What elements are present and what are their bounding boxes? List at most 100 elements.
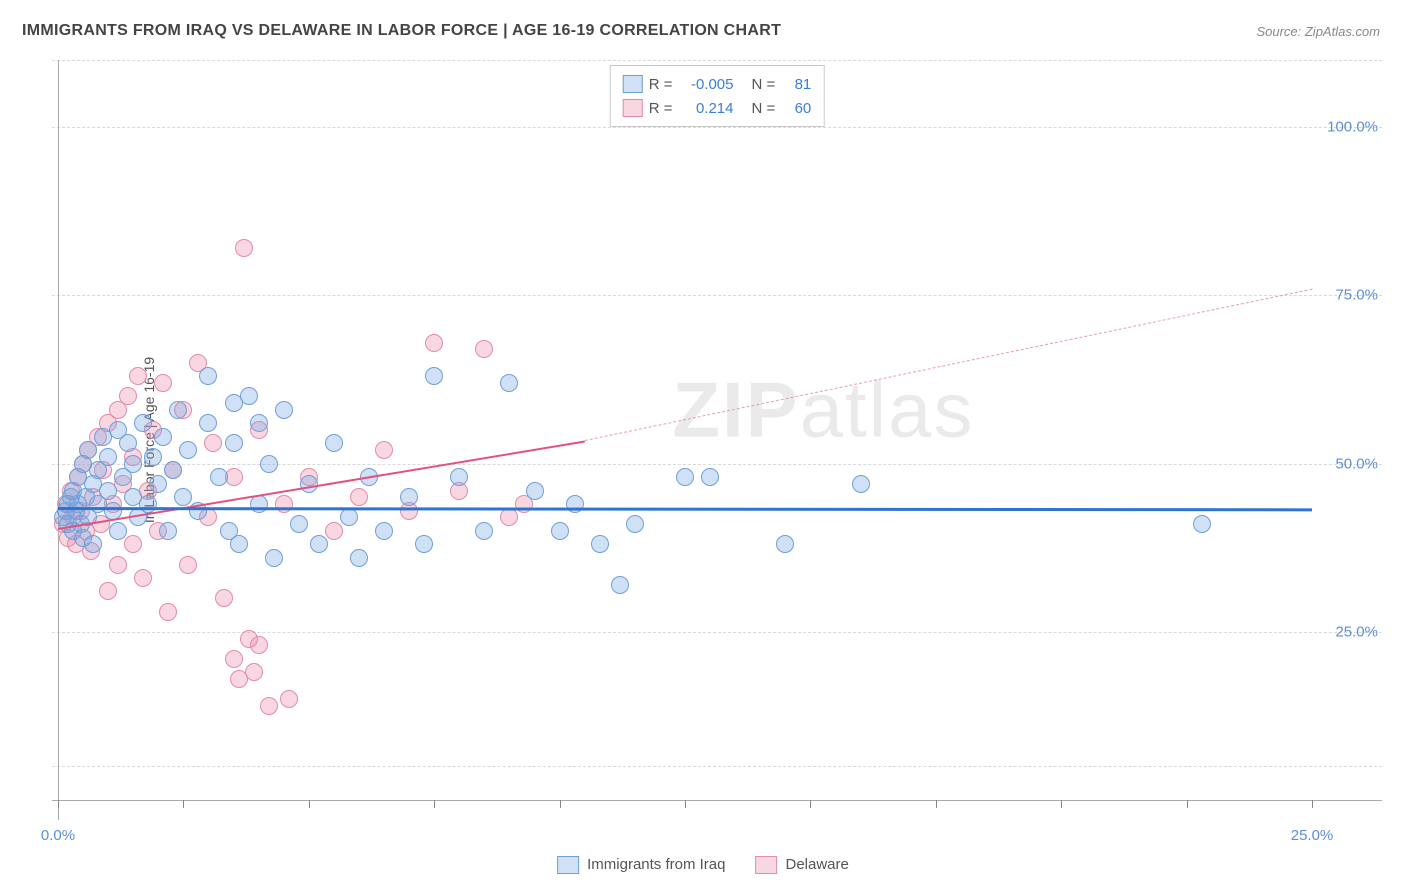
data-point bbox=[500, 374, 518, 392]
data-point bbox=[260, 697, 278, 715]
data-point bbox=[475, 522, 493, 540]
data-point bbox=[250, 414, 268, 432]
n-value-delaware: 60 bbox=[781, 100, 811, 117]
scatter-plot: In Labor Force | Age 16-19 ZIPatlas R = … bbox=[52, 60, 1382, 820]
data-point bbox=[475, 340, 493, 358]
data-point bbox=[325, 434, 343, 452]
legend-item-iraq: Immigrants from Iraq bbox=[557, 856, 725, 874]
data-point bbox=[526, 482, 544, 500]
data-point bbox=[245, 663, 263, 681]
n-label: N = bbox=[752, 76, 776, 93]
data-point bbox=[210, 468, 228, 486]
chart-title: IMMIGRANTS FROM IRAQ VS DELAWARE IN LABO… bbox=[22, 22, 781, 40]
data-point bbox=[225, 434, 243, 452]
data-point bbox=[84, 535, 102, 553]
data-point bbox=[776, 535, 794, 553]
legend-label-delaware: Delaware bbox=[786, 856, 849, 873]
data-point bbox=[350, 549, 368, 567]
data-point bbox=[124, 535, 142, 553]
data-point bbox=[275, 495, 293, 513]
legend-row-delaware: R = 0.214 N = 60 bbox=[623, 96, 812, 120]
y-tick-label: 100.0% bbox=[1327, 119, 1378, 136]
data-point bbox=[149, 475, 167, 493]
data-point bbox=[230, 535, 248, 553]
data-point bbox=[375, 522, 393, 540]
data-point bbox=[425, 367, 443, 385]
data-point bbox=[134, 569, 152, 587]
data-point bbox=[215, 589, 233, 607]
data-point bbox=[500, 508, 518, 526]
data-point bbox=[179, 441, 197, 459]
data-point bbox=[340, 508, 358, 526]
swatch-delaware bbox=[756, 856, 778, 874]
data-point bbox=[350, 488, 368, 506]
r-value-delaware: 0.214 bbox=[679, 100, 734, 117]
watermark: ZIPatlas bbox=[672, 364, 974, 455]
data-point bbox=[99, 582, 117, 600]
data-point bbox=[129, 367, 147, 385]
data-point bbox=[99, 482, 117, 500]
y-tick-label: 50.0% bbox=[1335, 455, 1378, 472]
legend-item-delaware: Delaware bbox=[756, 856, 849, 874]
data-point bbox=[204, 434, 222, 452]
data-point bbox=[199, 367, 217, 385]
data-point bbox=[450, 468, 468, 486]
r-value-iraq: -0.005 bbox=[679, 76, 734, 93]
data-point bbox=[159, 603, 177, 621]
data-point bbox=[164, 461, 182, 479]
data-point bbox=[626, 515, 644, 533]
legend-row-iraq: R = -0.005 N = 81 bbox=[623, 72, 812, 96]
y-tick-label: 25.0% bbox=[1335, 623, 1378, 640]
data-point bbox=[174, 488, 192, 506]
source-label: Source: ZipAtlas.com bbox=[1256, 24, 1380, 39]
data-point bbox=[701, 468, 719, 486]
data-point bbox=[235, 239, 253, 257]
r-label: R = bbox=[649, 100, 673, 117]
data-point bbox=[325, 522, 343, 540]
series-legend: Immigrants from Iraq Delaware bbox=[557, 856, 849, 874]
x-tick-label: 25.0% bbox=[1291, 827, 1334, 844]
swatch-iraq bbox=[623, 75, 643, 93]
data-point bbox=[280, 690, 298, 708]
data-point bbox=[591, 535, 609, 553]
data-point bbox=[139, 495, 157, 513]
data-point bbox=[109, 556, 127, 574]
data-point bbox=[154, 428, 172, 446]
legend-label-iraq: Immigrants from Iraq bbox=[587, 856, 725, 873]
data-point bbox=[300, 475, 318, 493]
data-point bbox=[179, 556, 197, 574]
data-point bbox=[310, 535, 328, 553]
data-point bbox=[119, 387, 137, 405]
data-point bbox=[260, 455, 278, 473]
data-point bbox=[265, 549, 283, 567]
data-point bbox=[134, 414, 152, 432]
data-point bbox=[290, 515, 308, 533]
data-point bbox=[124, 455, 142, 473]
data-point bbox=[551, 522, 569, 540]
data-point bbox=[109, 522, 127, 540]
y-tick-label: 75.0% bbox=[1335, 287, 1378, 304]
data-point bbox=[240, 387, 258, 405]
data-point bbox=[119, 434, 137, 452]
data-point bbox=[400, 488, 418, 506]
swatch-iraq bbox=[557, 856, 579, 874]
data-point bbox=[611, 576, 629, 594]
data-point bbox=[154, 374, 172, 392]
data-point bbox=[144, 448, 162, 466]
data-point bbox=[1193, 515, 1211, 533]
data-point bbox=[852, 475, 870, 493]
data-point bbox=[275, 401, 293, 419]
data-point bbox=[676, 468, 694, 486]
data-point bbox=[199, 414, 217, 432]
trend-line bbox=[58, 507, 1312, 511]
n-label: N = bbox=[752, 100, 776, 117]
data-point bbox=[250, 636, 268, 654]
data-point bbox=[99, 448, 117, 466]
data-point bbox=[425, 334, 443, 352]
data-point bbox=[375, 441, 393, 459]
data-point bbox=[415, 535, 433, 553]
n-value-iraq: 81 bbox=[781, 76, 811, 93]
x-tick-label: 0.0% bbox=[41, 827, 75, 844]
data-point bbox=[159, 522, 177, 540]
swatch-delaware bbox=[623, 99, 643, 117]
